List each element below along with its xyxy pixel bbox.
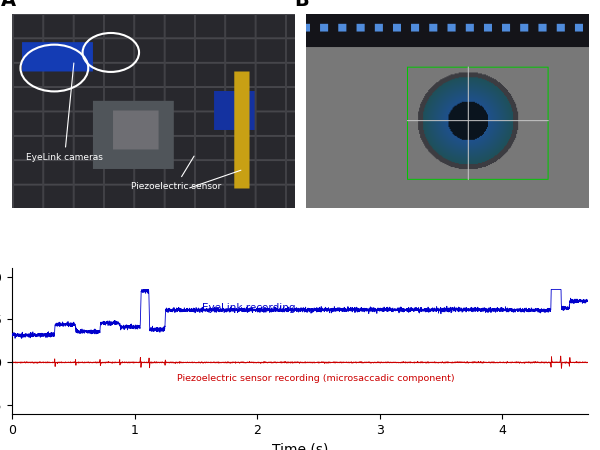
- Text: B: B: [295, 0, 309, 9]
- X-axis label: Time (s): Time (s): [272, 442, 328, 450]
- Text: EyeLink recording: EyeLink recording: [202, 303, 295, 313]
- Text: A: A: [1, 0, 16, 9]
- Text: Piezoelectric sensor: Piezoelectric sensor: [131, 156, 221, 191]
- Text: EyeLink cameras: EyeLink cameras: [26, 63, 103, 162]
- Text: Piezoelectric sensor recording (microsaccadic component): Piezoelectric sensor recording (microsac…: [178, 374, 455, 383]
